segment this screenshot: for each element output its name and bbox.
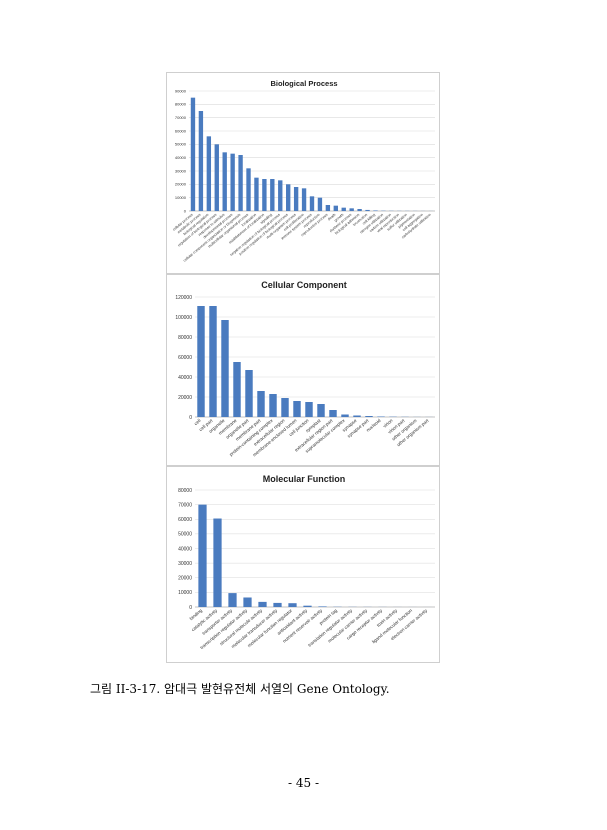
bar xyxy=(309,196,315,211)
bar xyxy=(377,416,385,417)
bar xyxy=(190,97,196,211)
y-tick-label: 30000 xyxy=(175,168,187,173)
bar xyxy=(341,414,349,417)
bar xyxy=(245,370,253,417)
bar xyxy=(353,415,361,417)
bar xyxy=(222,152,227,211)
chart-title: Biological Process xyxy=(270,79,337,88)
bar xyxy=(258,601,267,607)
y-tick-label: 10000 xyxy=(175,195,187,200)
category-label: death xyxy=(327,213,336,222)
chart-cellular-component: Cellular Component 0 20000 40000 60000 80000 1… xyxy=(166,274,440,466)
chart-title: Cellular Component xyxy=(261,280,347,290)
y-tick-label: 90000 xyxy=(175,88,187,93)
y-tick-label: 50000 xyxy=(178,532,192,538)
bar xyxy=(293,401,301,417)
bar xyxy=(213,518,222,607)
bar xyxy=(281,398,289,417)
bar xyxy=(246,168,251,211)
y-tick-label: 80000 xyxy=(178,488,192,494)
page-number: - 45 - xyxy=(287,776,319,790)
chart-molecular-function: Molecular Function 0 10000 20000 30000 40000 5… xyxy=(166,466,440,663)
bar xyxy=(270,179,275,211)
y-tick-label: 10000 xyxy=(178,590,192,596)
chart-svg: Cellular Component 0 20000 40000 60000 80000 1… xyxy=(175,280,435,458)
bar xyxy=(257,391,265,417)
y-tick-label: 20000 xyxy=(178,576,192,582)
bar xyxy=(303,605,312,607)
y-tick-label: 100000 xyxy=(175,315,192,321)
bar xyxy=(228,593,237,607)
y-tick-label: 80000 xyxy=(178,335,192,341)
category-label: cell xyxy=(193,418,202,426)
bar xyxy=(206,136,212,211)
chart-svg: Biological Process 0 10000 20000 30000 40000 5… xyxy=(172,79,435,263)
bar xyxy=(293,187,299,211)
bar xyxy=(365,416,373,417)
bar xyxy=(214,144,219,211)
bar xyxy=(325,205,331,211)
bar xyxy=(198,504,207,607)
bar xyxy=(365,209,370,211)
y-tick-label: 60000 xyxy=(175,128,187,133)
bar xyxy=(243,597,252,607)
category-label: growth xyxy=(334,213,345,223)
bar xyxy=(273,602,282,607)
y-tick-label: 40000 xyxy=(178,546,192,552)
y-tick-label: 20000 xyxy=(178,395,192,401)
y-tick-label: 0 xyxy=(184,208,187,213)
chart-biological-process: Biological Process 0 10000 20000 30000 40000 5… xyxy=(166,72,440,274)
bar xyxy=(288,603,297,607)
category-label: virion xyxy=(382,418,394,429)
y-tick-label: 0 xyxy=(189,415,192,421)
figure-caption: 그림 II-3-17. 암대극 발현유전체 서열의 Gene Ontology. xyxy=(90,682,390,696)
y-tick-label: 70000 xyxy=(178,502,192,508)
bar xyxy=(357,209,362,211)
y-tick-label: 30000 xyxy=(178,561,192,567)
y-tick-label: 60000 xyxy=(178,355,192,361)
y-tick-label: 70000 xyxy=(175,115,187,120)
bar xyxy=(333,205,338,211)
bar xyxy=(197,306,205,417)
chart-svg: Molecular Function 0 10000 20000 30000 40000 5… xyxy=(178,474,435,650)
bar xyxy=(278,180,283,211)
chart-title: Molecular Function xyxy=(263,474,346,484)
y-tick-label: 80000 xyxy=(175,102,187,107)
bar xyxy=(341,207,346,211)
bar xyxy=(317,197,323,211)
bar xyxy=(373,210,378,211)
bar xyxy=(209,306,217,417)
bar xyxy=(329,410,337,417)
y-tick-label: 50000 xyxy=(175,142,187,147)
bar xyxy=(317,404,325,417)
y-tick-label: 120000 xyxy=(175,295,192,301)
y-tick-label: 60000 xyxy=(178,517,192,523)
bar xyxy=(305,402,313,417)
bar xyxy=(238,155,243,211)
y-tick-label: 40000 xyxy=(178,375,192,381)
bar xyxy=(349,208,354,211)
bar xyxy=(262,179,267,211)
bar xyxy=(230,153,235,211)
bar xyxy=(286,184,291,211)
bar xyxy=(269,394,277,417)
bar xyxy=(318,606,327,607)
bar xyxy=(221,320,229,417)
bar xyxy=(198,111,204,211)
y-tick-label: 0 xyxy=(189,605,192,611)
y-tick-label: 20000 xyxy=(175,182,187,187)
bar xyxy=(254,177,259,211)
y-tick-label: 40000 xyxy=(175,155,187,160)
bar xyxy=(233,362,241,417)
bar xyxy=(301,188,307,211)
